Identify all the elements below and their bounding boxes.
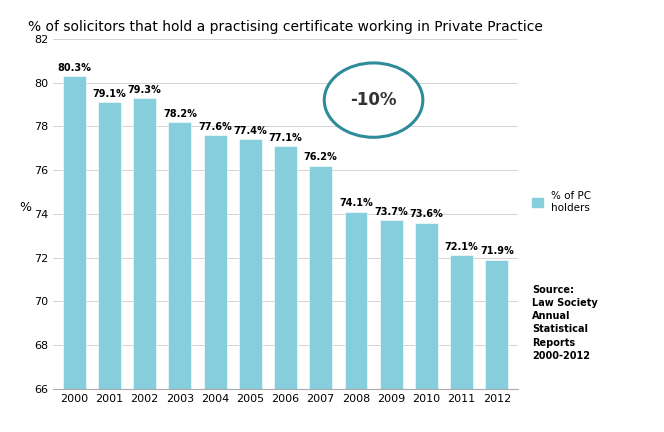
Bar	[98, 102, 121, 389]
Bar	[133, 98, 156, 389]
Bar	[485, 260, 508, 389]
Bar	[450, 255, 473, 389]
Bar	[239, 140, 262, 389]
Text: 76.2%: 76.2%	[304, 152, 337, 162]
Bar	[415, 222, 438, 389]
Text: 74.1%: 74.1%	[339, 198, 373, 208]
Bar	[63, 76, 86, 389]
Text: 72.1%: 72.1%	[445, 242, 479, 252]
Text: -10%: -10%	[351, 91, 397, 109]
Text: 77.1%: 77.1%	[269, 133, 302, 143]
Bar	[309, 166, 332, 389]
Bar	[204, 135, 226, 389]
Title: % of solicitors that hold a practising certificate working in Private Practice: % of solicitors that hold a practising c…	[28, 19, 543, 34]
Ellipse shape	[324, 63, 423, 137]
Text: 73.6%: 73.6%	[410, 210, 444, 219]
Text: 78.2%: 78.2%	[163, 109, 197, 119]
Text: Source:
Law Society
Annual
Statistical
Reports
2000-2012: Source: Law Society Annual Statistical R…	[532, 285, 598, 361]
Bar	[274, 146, 297, 389]
Y-axis label: %: %	[19, 201, 31, 214]
Bar	[380, 220, 402, 389]
Text: 77.6%: 77.6%	[199, 122, 232, 132]
Bar	[345, 212, 367, 389]
Text: 71.9%: 71.9%	[480, 247, 514, 257]
Text: 77.4%: 77.4%	[234, 126, 267, 136]
Text: 80.3%: 80.3%	[57, 63, 91, 73]
Bar	[169, 122, 191, 389]
Text: 79.1%: 79.1%	[92, 89, 126, 99]
Text: 73.7%: 73.7%	[374, 207, 408, 217]
Text: 79.3%: 79.3%	[127, 85, 161, 95]
Legend: % of PC
holders: % of PC holders	[533, 191, 592, 213]
